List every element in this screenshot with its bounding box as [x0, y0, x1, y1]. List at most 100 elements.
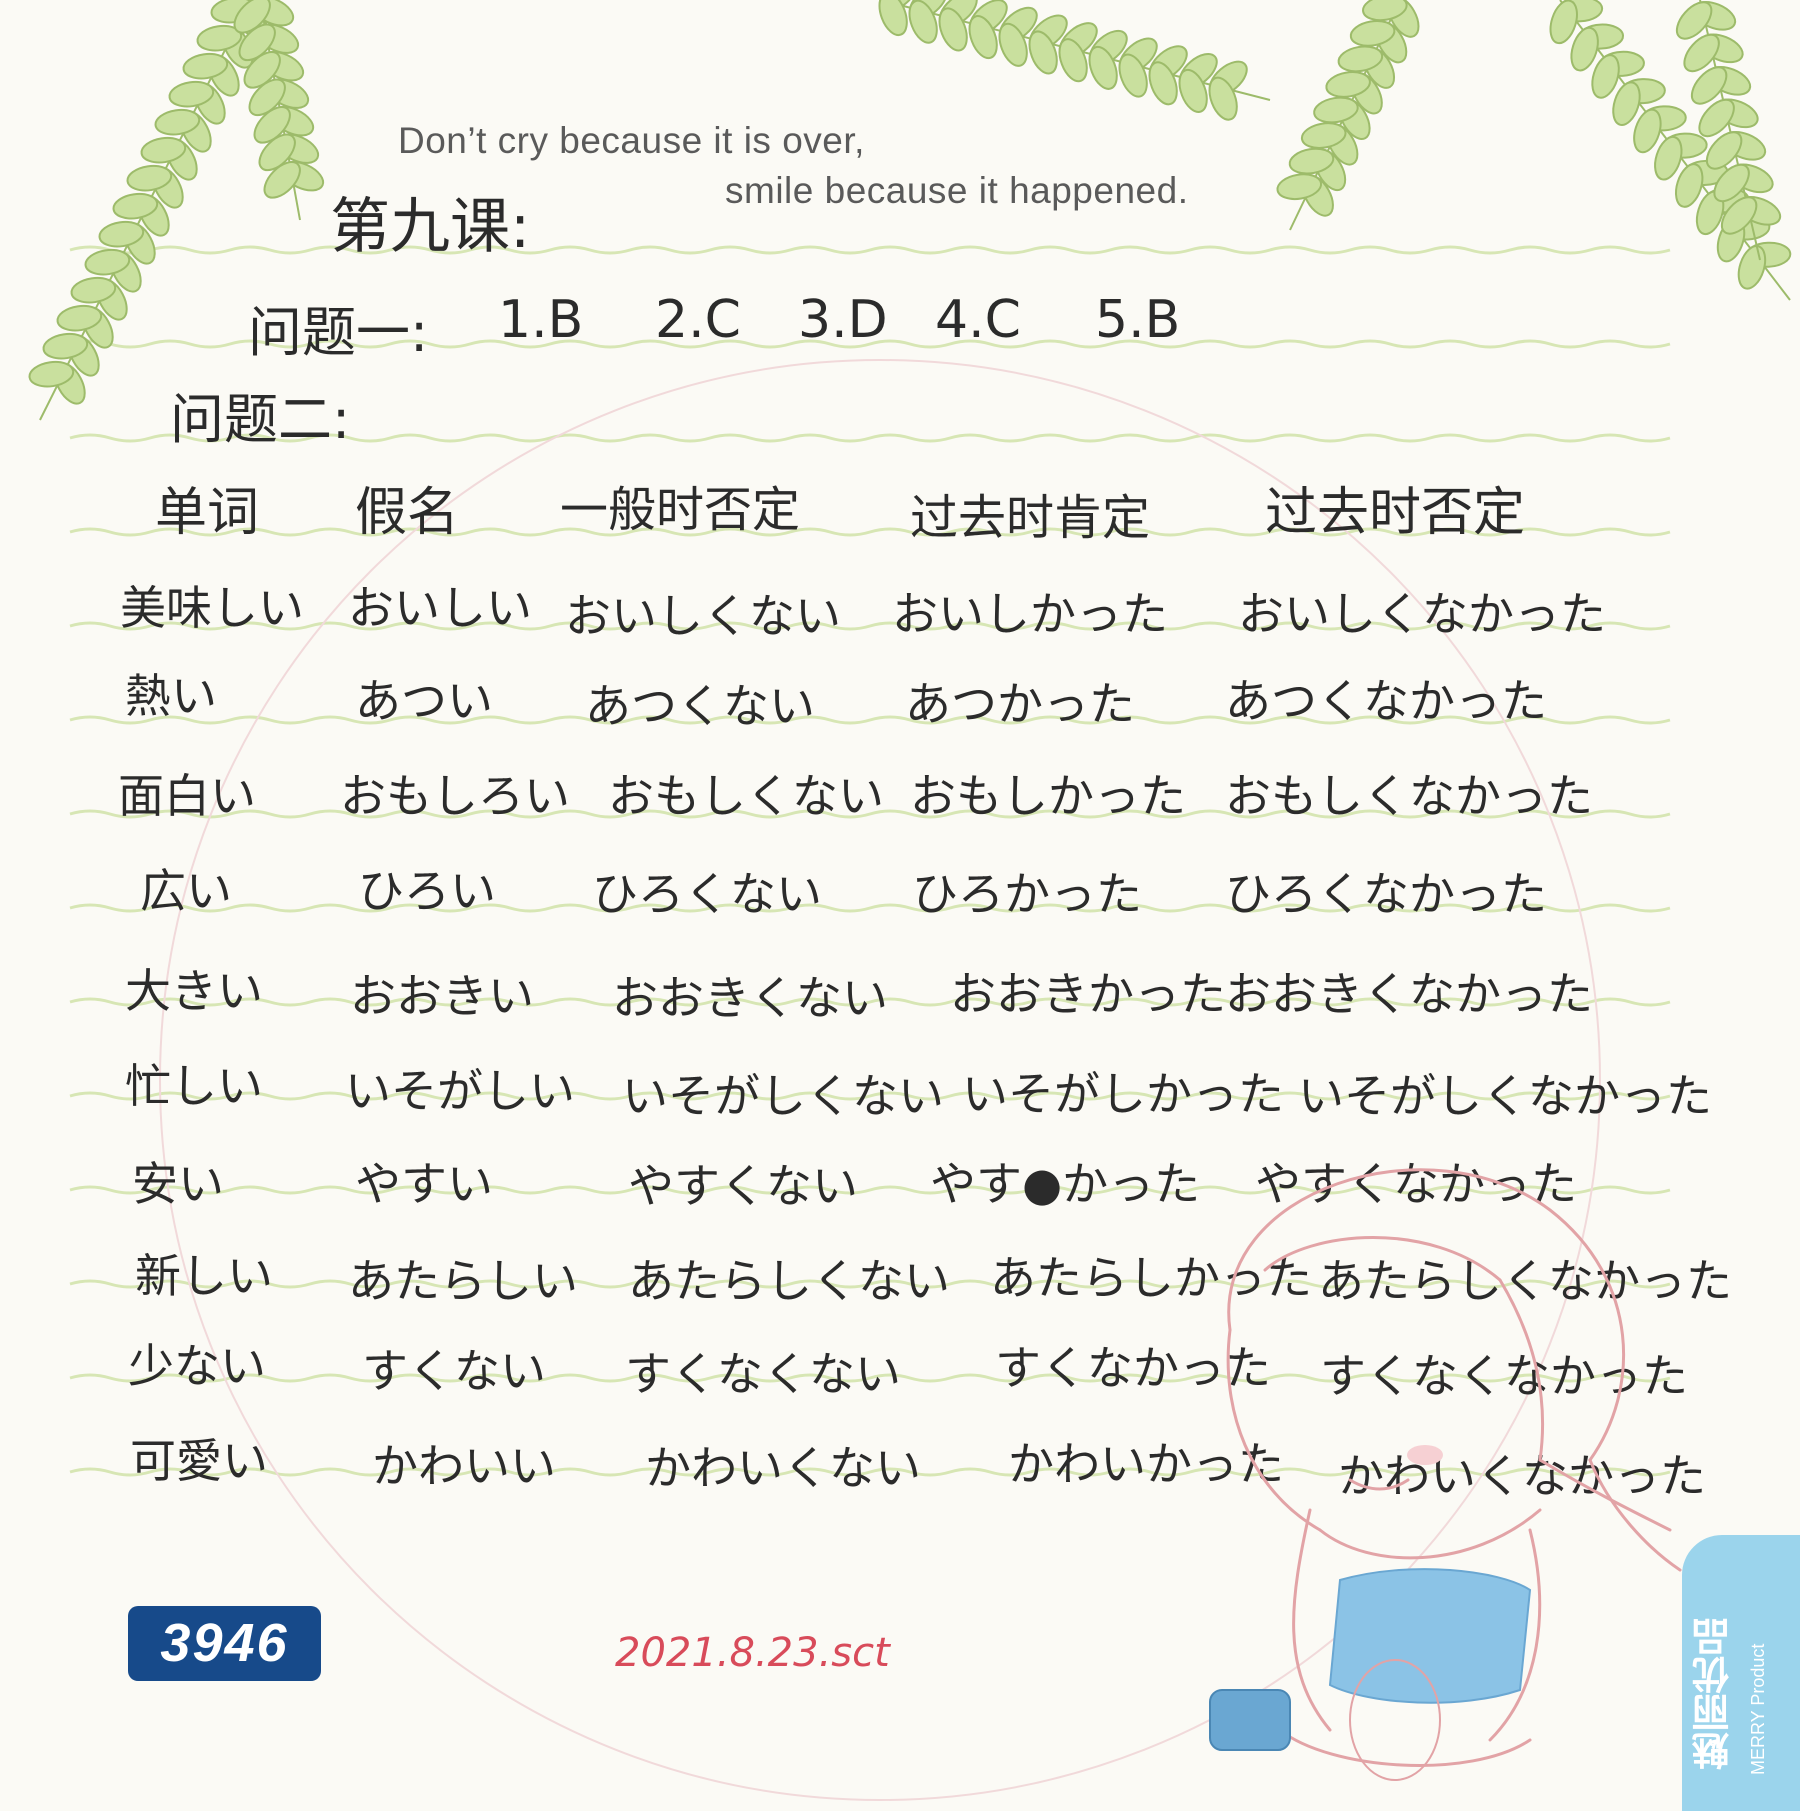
table-cell-past-affirmative: すくなかった [995, 1341, 1271, 1395]
table-cell-kana: ひろい [358, 864, 496, 918]
problem2-label: 问题二: [170, 388, 351, 451]
leaf [253, 106, 291, 144]
leaf [263, 161, 301, 199]
table-cell-kana: あつい [355, 674, 493, 728]
table-cell-past-affirmative: おおきかった [950, 967, 1226, 1021]
leaf [998, 22, 1028, 67]
leaf [1058, 38, 1088, 83]
table-cell-kana: いそがしい [345, 1064, 575, 1118]
table-cell-kana: すくない [362, 1344, 546, 1398]
leaf [42, 332, 89, 360]
leaf [1690, 66, 1728, 105]
ruled-line [69, 245, 1671, 255]
leaf [84, 248, 131, 276]
table-header-word: 单词 [155, 483, 260, 543]
brand-name-cn: 魅丽优品 [1692, 1618, 1736, 1770]
leaf [28, 360, 75, 388]
table-cell-kana: おもしろい [340, 769, 570, 823]
ruled-line [69, 339, 1671, 349]
table-cell-past-negative: おおきくなかった [1225, 967, 1593, 1021]
table-cell-kana: あたらしい [348, 1254, 578, 1308]
leaf [1570, 26, 1599, 72]
table-cell-word: 安い [132, 1157, 224, 1211]
ruled-line [69, 903, 1671, 913]
problem1-answer: 2.C [655, 290, 741, 350]
problem1-answer: 3.D [798, 290, 888, 350]
ruled-line [69, 997, 1671, 1007]
ruled-line [69, 809, 1671, 819]
quote-line-1: Don’t cry because it is over, [398, 120, 865, 161]
leaf [238, 23, 276, 62]
chibi-character-illustration [1209, 1168, 1682, 1781]
character-blush [1407, 1445, 1443, 1465]
table-cell-present-negative: すくなくない [625, 1347, 901, 1401]
leaf [1675, 1, 1713, 40]
character-bag [1209, 1689, 1291, 1751]
table-cell-present-negative: おもしくない [608, 769, 884, 823]
table-cell-word: 面白い [118, 769, 256, 823]
leaf [1088, 45, 1118, 90]
table-header-past-affirmative: 过去时肯定 [910, 490, 1151, 546]
leaf [154, 108, 201, 136]
table-cell-kana: かわいい [372, 1439, 556, 1493]
leaf [1178, 68, 1208, 113]
leaf [56, 304, 103, 332]
table-cell-past-negative: おいしくなかった [1238, 587, 1606, 641]
leaf [1549, 0, 1578, 45]
leaf [908, 0, 938, 44]
leaf [70, 276, 117, 304]
table-cell-past-negative: かわいくなかった [1338, 1449, 1706, 1503]
table-cell-past-affirmative: やす●かった [930, 1157, 1201, 1211]
leaf [258, 133, 296, 172]
table-cell-past-negative: あたらしくなかった [1318, 1254, 1732, 1308]
problem1-answer: 5.B [1095, 290, 1181, 350]
lesson-title: 第九课: [330, 192, 531, 262]
table-cell-present-negative: やすくない [628, 1159, 858, 1213]
leaf [243, 51, 281, 89]
ruled-line [69, 1373, 1671, 1383]
ruled-line [69, 1467, 1671, 1477]
leaf [1654, 135, 1683, 181]
table-cell-word: 広い [140, 864, 232, 918]
leaf [98, 220, 145, 248]
leaf [1591, 54, 1620, 99]
table-header-kana: 假名 [355, 483, 460, 543]
ruled-line [69, 1185, 1671, 1195]
table-cell-present-negative: かわいくない [645, 1441, 921, 1495]
leaf [1288, 147, 1335, 175]
ruled-line [69, 1091, 1671, 1101]
table-cell-kana: やすい [355, 1157, 493, 1211]
table-cell-past-affirmative: おいしかった [892, 587, 1168, 641]
brand-tab [1682, 1535, 1800, 1811]
table-cell-present-negative: おおきくない [612, 971, 888, 1025]
leaf [1698, 98, 1735, 138]
leaf [1612, 81, 1641, 126]
table-cell-kana: おおきい [350, 969, 534, 1023]
leaf [248, 78, 286, 117]
table-cell-past-affirmative: かわいかった [1008, 1437, 1284, 1491]
table-cell-present-negative: あたらしくない [628, 1254, 950, 1308]
table-cell-word: 忙しい [125, 1059, 263, 1113]
leaf [1683, 33, 1720, 73]
table-header-present-negative: 一般时否定 [560, 482, 801, 538]
leaf [196, 24, 243, 52]
leaf [1337, 45, 1384, 73]
brand-name-en: MERRY Product [1748, 1643, 1768, 1775]
leaf [1713, 163, 1750, 203]
date-note: 2021.8.23.sct [615, 1630, 890, 1676]
table-cell-word: 少ない [128, 1339, 266, 1393]
stamp-number: 3946 [128, 1606, 321, 1681]
leaf [1720, 196, 1758, 235]
butterfly-net [1349, 1659, 1441, 1781]
table-cell-past-affirmative: ひろかった [912, 867, 1142, 921]
quote-line-2: smile because it happened. [725, 170, 1189, 211]
leaf [968, 15, 998, 60]
ruled-line [69, 1279, 1671, 1289]
character-shirt [1328, 1568, 1532, 1704]
leaf [112, 192, 159, 220]
ruled-line [69, 715, 1671, 725]
table-cell-past-negative: おもしくなかった [1225, 769, 1593, 823]
